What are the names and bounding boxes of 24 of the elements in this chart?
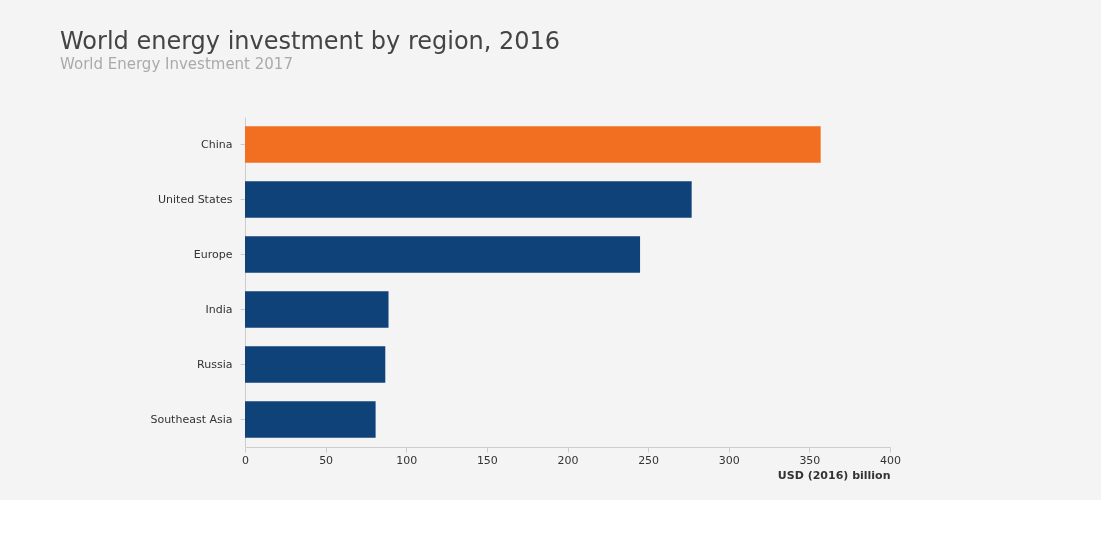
bar <box>245 181 692 218</box>
x-tick-label: 200 <box>557 453 579 467</box>
x-tick-label: 400 <box>880 453 901 467</box>
bar <box>245 401 376 438</box>
x-tick-label: 0 <box>242 453 249 467</box>
y-tick-label: India <box>205 302 233 316</box>
x-tick-label: 300 <box>718 453 740 467</box>
y-tick-label: Europe <box>193 247 233 261</box>
x-tick-label: 150 <box>476 453 498 467</box>
chart-title: World energy investment by region, 2016 <box>60 27 561 55</box>
chart-subtitle: World Energy Investment 2017 <box>60 55 293 73</box>
y-tick-label: China <box>201 137 233 151</box>
y-tick-label: Southeast Asia <box>150 412 233 426</box>
bar <box>245 236 641 273</box>
y-tick-label: Russia <box>197 357 233 371</box>
y-tick-label: United States <box>158 192 233 206</box>
x-tick-label: 350 <box>799 453 821 467</box>
bar <box>245 126 821 163</box>
bar <box>245 346 386 383</box>
x-tick-label: 50 <box>319 453 334 467</box>
bar <box>245 291 389 328</box>
x-tick-label: 100 <box>396 453 418 467</box>
x-axis-title: USD (2016) billion <box>777 468 891 482</box>
x-tick-label: 250 <box>638 453 660 467</box>
